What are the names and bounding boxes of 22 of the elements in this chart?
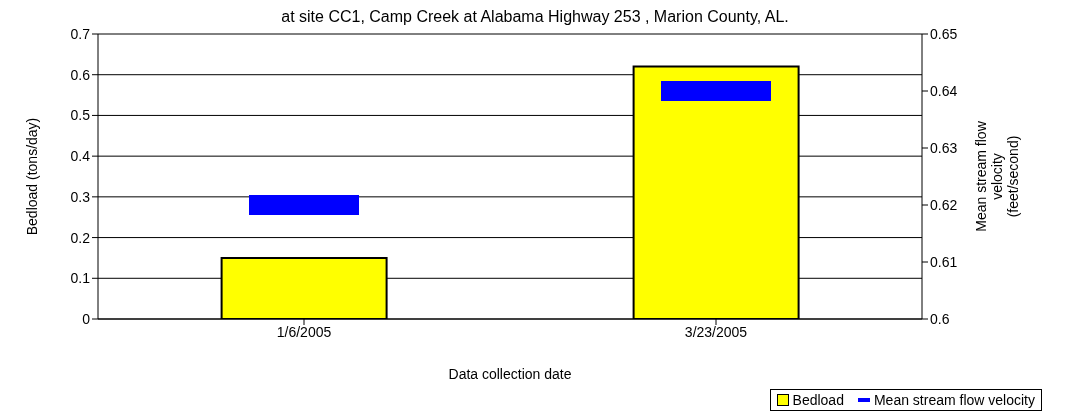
y2-tick-label: 0.65 (930, 25, 958, 42)
y2-tick-label: 0.64 (930, 82, 958, 99)
y-axis-title: Bedload (tons/day) (23, 117, 40, 236)
x-axis-title: Data collection date (448, 366, 572, 382)
x-tick-label: 1/6/2005 (276, 323, 332, 340)
y-tick-label: 0.1 (70, 270, 91, 287)
y-tick-label: 0.3 (70, 188, 91, 205)
y-tick-label: 0.4 (70, 148, 91, 165)
legend-label: Mean stream flow velocity (872, 392, 1035, 408)
x-tick-label: 3/23/2005 (684, 323, 748, 340)
y2-tick-label: 0.6 (930, 310, 950, 327)
y2-tick-label: 0.62 (930, 196, 958, 213)
y2-tick-label: 0.63 (930, 139, 958, 156)
y2-axis-title: Mean stream flow velocity (feet/second) (973, 120, 1021, 232)
y-tick-label: 0 (82, 310, 91, 327)
chart-title: at site CC1, Camp Creek at Alabama Highway 253 , Marion County, AL. (280, 8, 790, 26)
y-tick-label: 0.5 (70, 107, 91, 124)
y-tick-label: 0.6 (70, 66, 91, 83)
legend-label: Bedload (791, 392, 844, 408)
y-tick-label: 0.7 (70, 25, 91, 42)
y-tick-label: 0.2 (70, 229, 91, 246)
y2-tick-label: 0.61 (930, 253, 958, 270)
